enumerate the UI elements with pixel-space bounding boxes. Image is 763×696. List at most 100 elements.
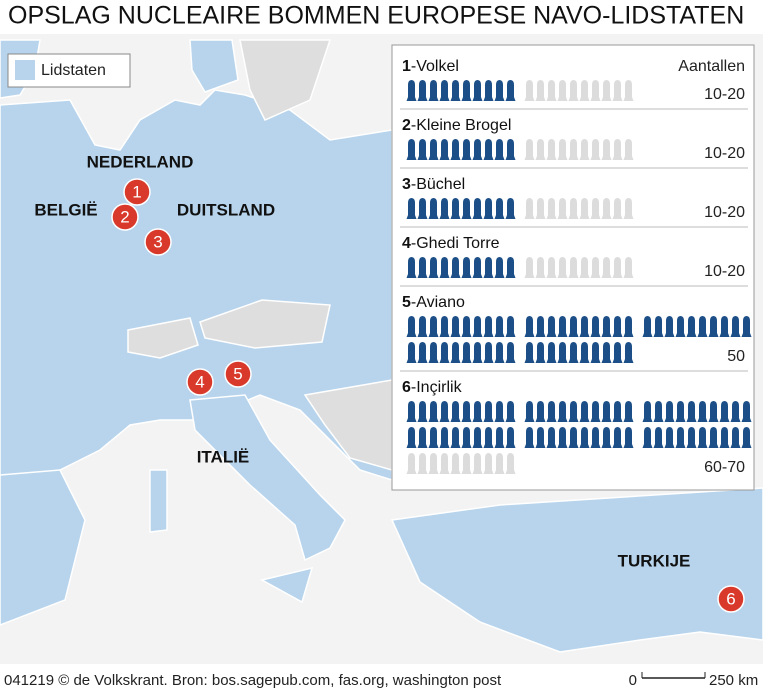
bomb-confirmed xyxy=(494,316,505,337)
bomb-confirmed xyxy=(461,427,472,448)
site-number: 1 xyxy=(132,182,141,201)
base-number: 4 xyxy=(402,235,411,252)
country-label: NEDERLAND xyxy=(87,152,194,171)
bomb-confirmed xyxy=(590,316,601,337)
site-marker xyxy=(111,203,139,231)
bomb-possible xyxy=(568,198,579,219)
bomb-confirmed xyxy=(494,401,505,422)
bomb-confirmed xyxy=(612,401,623,422)
bomb-possible xyxy=(590,139,601,160)
range-label: 10-20 xyxy=(704,263,745,280)
bomb-confirmed xyxy=(439,401,450,422)
bomb-confirmed xyxy=(439,342,450,363)
bomb-possible xyxy=(546,257,557,278)
bomb-confirmed xyxy=(697,427,708,448)
markers: 12 3 4 5 6 xyxy=(111,178,745,613)
bomb-confirmed xyxy=(472,401,483,422)
panel-content: Aantallen 1-Volkel 10-20 2-Kleine Brogel 10-… xyxy=(400,58,752,476)
bomb-confirmed xyxy=(568,401,579,422)
bomb-confirmed xyxy=(557,316,568,337)
bomb-confirmed xyxy=(472,198,483,219)
bomb-possible xyxy=(483,453,494,474)
bomb-confirmed xyxy=(450,401,461,422)
bomb-confirmed xyxy=(472,316,483,337)
bomb-confirmed xyxy=(428,257,439,278)
bomb-confirmed xyxy=(494,139,505,160)
bomb-possible xyxy=(623,80,634,101)
bomb-confirmed xyxy=(406,139,417,160)
bomb-possible xyxy=(590,80,601,101)
source: 041219 © de Volkskrant. Bron: bos.sagepu… xyxy=(4,672,502,689)
bomb-confirmed xyxy=(428,342,439,363)
bomb-confirmed xyxy=(461,257,472,278)
bomb-confirmed xyxy=(505,427,516,448)
bomb-possible xyxy=(535,257,546,278)
bomb-confirmed xyxy=(653,401,664,422)
bomb-confirmed xyxy=(494,342,505,363)
bomb-confirmed xyxy=(406,316,417,337)
bomb-possible xyxy=(546,198,557,219)
bomb-confirmed xyxy=(417,139,428,160)
country-label: BELGIË xyxy=(34,200,97,219)
bomb-confirmed xyxy=(557,401,568,422)
site-marker xyxy=(224,360,252,388)
bomb-confirmed xyxy=(524,316,535,337)
bomb-confirmed xyxy=(505,80,516,101)
bomb-confirmed xyxy=(472,139,483,160)
legend-swatch xyxy=(15,60,35,80)
bomb-confirmed xyxy=(601,316,612,337)
bomb-confirmed xyxy=(439,80,450,101)
country-label: TURKIJE xyxy=(618,551,691,570)
base-name: -Ghedi Torre xyxy=(411,235,500,252)
bomb-confirmed xyxy=(494,80,505,101)
country-label: ITALIË xyxy=(197,447,250,466)
bomb-confirmed xyxy=(494,427,505,448)
bomb-confirmed xyxy=(524,342,535,363)
bomb-possible xyxy=(612,198,623,219)
bomb-confirmed xyxy=(675,401,686,422)
switzerland xyxy=(127,317,199,359)
bomb-confirmed xyxy=(708,401,719,422)
country-label: DUITSLAND xyxy=(177,200,275,219)
base-number: 3 xyxy=(402,176,411,193)
bomb-confirmed xyxy=(686,401,697,422)
bomb-confirmed xyxy=(461,139,472,160)
bomb-confirmed xyxy=(568,342,579,363)
base-name: -Kleine Brogel xyxy=(411,117,512,134)
bomb-possible xyxy=(557,80,568,101)
bomb-confirmed xyxy=(568,316,579,337)
bomb-confirmed xyxy=(675,316,686,337)
bomb-confirmed xyxy=(428,198,439,219)
bomb-confirmed xyxy=(428,427,439,448)
bomb-confirmed xyxy=(505,316,516,337)
bomb-confirmed xyxy=(483,198,494,219)
base-label: 5-Aviano xyxy=(402,294,465,311)
bomb-confirmed xyxy=(535,401,546,422)
bomb-possible xyxy=(601,198,612,219)
bomb-possible xyxy=(623,139,634,160)
bomb-possible xyxy=(623,198,634,219)
bomb-confirmed xyxy=(708,427,719,448)
bomb-confirmed xyxy=(483,401,494,422)
bomb-confirmed xyxy=(494,257,505,278)
bomb-confirmed xyxy=(505,257,516,278)
bomb-possible xyxy=(524,257,535,278)
bomb-confirmed xyxy=(439,257,450,278)
bomb-confirmed xyxy=(417,342,428,363)
column-header: Aantallen xyxy=(678,58,745,75)
base-number: 5 xyxy=(402,294,411,311)
bomb-confirmed xyxy=(439,198,450,219)
bomb-confirmed xyxy=(450,257,461,278)
bomb-confirmed xyxy=(406,401,417,422)
bomb-confirmed xyxy=(730,401,741,422)
bomb-confirmed xyxy=(535,427,546,448)
bomb-confirmed xyxy=(417,198,428,219)
base-number: 6 xyxy=(402,379,411,396)
bomb-possible xyxy=(623,257,634,278)
bomb-confirmed xyxy=(472,427,483,448)
bomb-confirmed xyxy=(697,401,708,422)
bomb-confirmed xyxy=(579,401,590,422)
bomb-possible xyxy=(579,139,590,160)
site-number: 5 xyxy=(233,364,242,383)
bomb-confirmed xyxy=(417,427,428,448)
